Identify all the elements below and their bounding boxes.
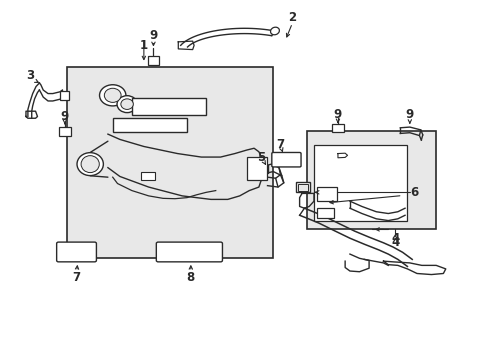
Ellipse shape [270, 27, 279, 35]
Ellipse shape [77, 153, 103, 176]
Text: 4: 4 [390, 237, 399, 249]
Bar [141, 172, 155, 180]
Bar [59, 127, 70, 136]
Bar [67, 67, 273, 258]
Bar [317, 187, 336, 201]
Bar [297, 184, 307, 191]
Bar [331, 123, 343, 132]
Bar [147, 56, 159, 65]
Polygon shape [178, 41, 194, 50]
Ellipse shape [117, 96, 137, 113]
Text: 9: 9 [149, 29, 157, 42]
Text: 5: 5 [257, 150, 265, 163]
Text: 9: 9 [61, 110, 69, 123]
Bar [61, 91, 69, 100]
Ellipse shape [100, 85, 125, 106]
Bar [313, 145, 407, 221]
Polygon shape [26, 111, 38, 118]
Text: 4: 4 [390, 232, 399, 245]
Bar [112, 118, 186, 132]
FancyBboxPatch shape [57, 242, 96, 262]
Text: 1: 1 [140, 40, 148, 53]
Text: 9: 9 [333, 108, 342, 121]
Bar [306, 131, 435, 229]
FancyBboxPatch shape [271, 153, 301, 167]
Ellipse shape [121, 99, 133, 109]
Text: 9: 9 [405, 108, 413, 121]
Bar [317, 207, 333, 218]
Bar [246, 157, 266, 180]
FancyBboxPatch shape [156, 242, 222, 262]
Polygon shape [337, 153, 347, 158]
Text: 2: 2 [288, 11, 296, 24]
Bar [295, 183, 309, 192]
Ellipse shape [81, 156, 99, 172]
Ellipse shape [104, 88, 121, 102]
Text: 7: 7 [276, 138, 284, 151]
Text: 6: 6 [409, 186, 417, 199]
Text: 3: 3 [26, 69, 34, 82]
Bar [132, 98, 206, 115]
Text: 7: 7 [72, 270, 80, 284]
Text: 8: 8 [186, 270, 195, 284]
